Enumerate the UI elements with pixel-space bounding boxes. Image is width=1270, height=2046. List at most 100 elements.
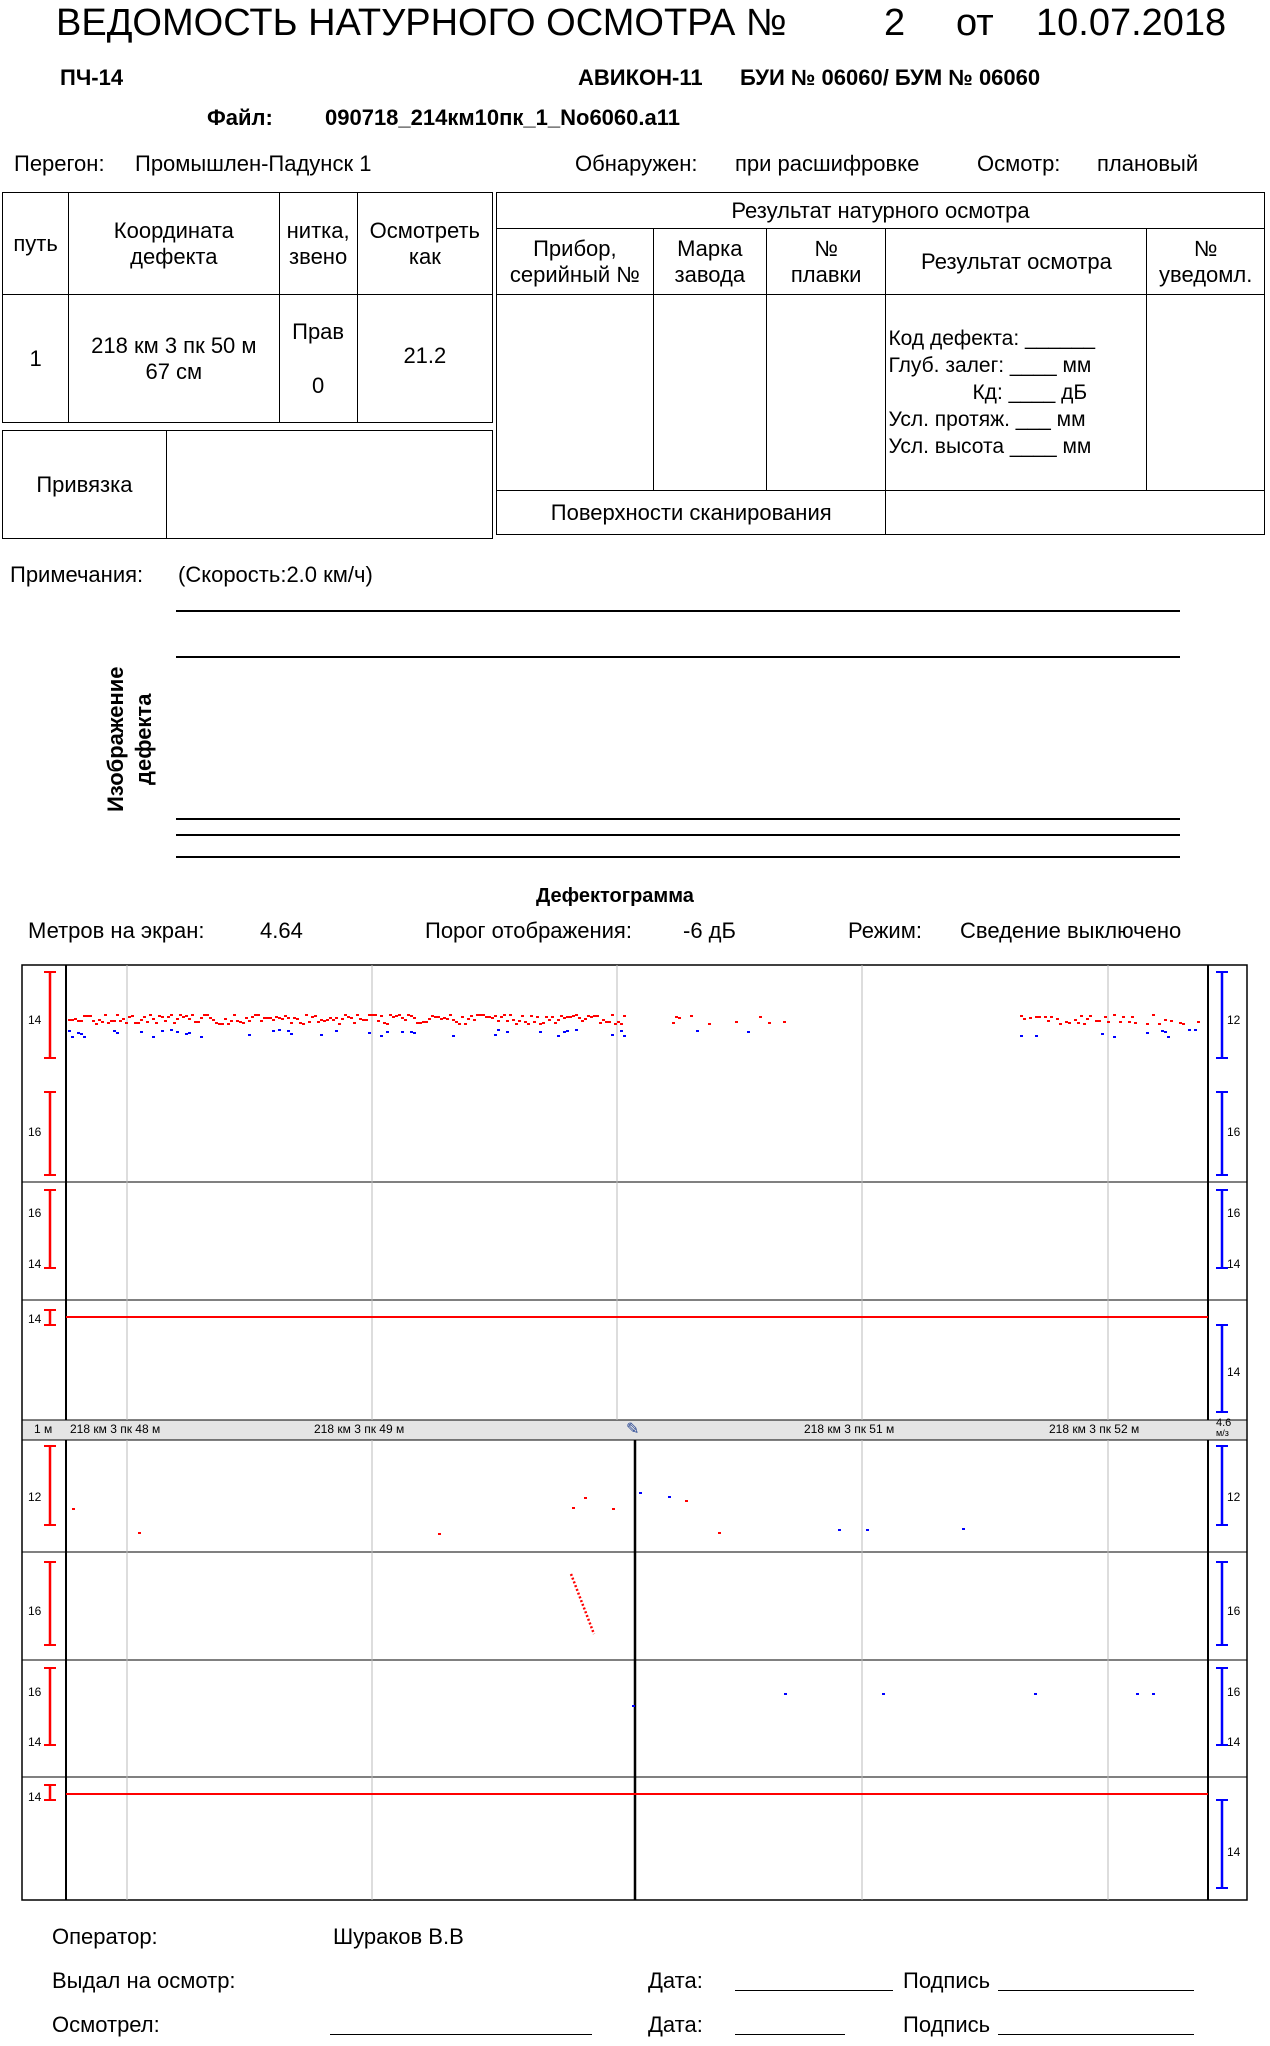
- signal-dot-red: [545, 1016, 548, 1018]
- signal-dot-red: [236, 1020, 239, 1022]
- inspection-label: Осмотр:: [977, 151, 1061, 176]
- surfaces-cell[interactable]: [885, 490, 1265, 535]
- signal-dot-red: [467, 1018, 470, 1020]
- signal-dot-red: [620, 1023, 623, 1025]
- surfaces-label: Поверхности сканирования: [495, 490, 887, 535]
- signal-dot-red: [672, 1022, 675, 1024]
- signal-dot-red: [110, 1020, 113, 1022]
- signal-dot-red: [68, 1019, 71, 1021]
- signal-dot-red: [323, 1020, 326, 1022]
- signal-dot-red: [479, 1014, 482, 1016]
- issued-label: Выдал на осмотр:: [52, 1968, 236, 1993]
- result-cell[interactable]: Код дефекта: ______ Глуб. залег: ____ мм…: [885, 294, 1148, 491]
- signal-dot-blue: [188, 1032, 191, 1034]
- signal-dot-red: [431, 1015, 434, 1017]
- signal-dot-blue: [1167, 1036, 1170, 1038]
- defect-code-line: Код дефекта: ______: [888, 327, 1096, 350]
- signal-dot-red: [500, 1016, 503, 1018]
- device-cell[interactable]: [496, 294, 654, 491]
- signal-dot-red: [254, 1014, 257, 1016]
- signal-dot-red: [413, 1017, 416, 1019]
- rail-value: Прав: [292, 318, 345, 344]
- signal-dot-red: [675, 1016, 678, 1018]
- signal-dot-red: [455, 1021, 458, 1023]
- signal-dot-blue: [170, 1029, 173, 1031]
- signal-dot-red: [260, 1020, 263, 1022]
- signal-dot-red: [1158, 1023, 1161, 1025]
- signal-dot-red: [191, 1014, 194, 1016]
- signal-dot-red: [176, 1018, 179, 1020]
- signal-dot-red: [122, 1018, 125, 1020]
- signal-dot-red: [599, 1022, 602, 1024]
- signal-dot-red: [1095, 1020, 1098, 1022]
- signal-dot-red: [278, 1017, 281, 1019]
- echo-point-blue-0: [639, 1492, 642, 1494]
- signal-dot-red: [512, 1019, 515, 1021]
- factory-cell[interactable]: [652, 294, 767, 491]
- signal-dot-red: [128, 1016, 131, 1018]
- signal-dot-blue: [152, 1036, 155, 1038]
- echo-point-blue-8: [1136, 1693, 1139, 1695]
- pencil-icon[interactable]: ✎: [626, 1421, 640, 1438]
- signal-dot-red: [86, 1015, 89, 1017]
- signal-dot-red: [623, 1015, 626, 1017]
- signal-dot-blue: [68, 1030, 71, 1032]
- echo-point-red-6: [685, 1500, 688, 1502]
- binding-value[interactable]: [165, 430, 494, 539]
- notes-line-5: [176, 856, 1180, 858]
- signal-dot-red: [678, 1017, 681, 1019]
- signal-dot-red: [410, 1015, 413, 1017]
- signal-dot-red: [434, 1016, 437, 1018]
- notice-cell[interactable]: [1146, 294, 1265, 491]
- signal-dot-red: [377, 1020, 380, 1022]
- signal-dot-red: [92, 1020, 95, 1022]
- issued-sign-field[interactable]: [998, 1990, 1194, 1991]
- signal-dot-red: [1050, 1016, 1053, 1018]
- signal-dot-red: [221, 1023, 224, 1025]
- signal-dot-red: [80, 1020, 83, 1022]
- echo-point-red-5: [612, 1508, 615, 1510]
- col-rail-header: нитка, звено: [278, 192, 358, 295]
- signal-dot-red: [563, 1017, 566, 1019]
- operator-label: Оператор:: [52, 1924, 158, 1949]
- signal-dot-red: [206, 1014, 209, 1016]
- signal-dot-red: [1047, 1020, 1050, 1022]
- signal-dot-red: [608, 1021, 611, 1023]
- tick-right-6: 12: [1227, 1490, 1241, 1504]
- signal-dot-red: [332, 1019, 335, 1021]
- signal-dot-red: [308, 1021, 311, 1023]
- signal-dot-blue: [185, 1033, 188, 1035]
- signal-dot-red: [690, 1015, 693, 1017]
- signal-dot-red: [386, 1023, 389, 1025]
- signal-dot-red: [554, 1022, 557, 1024]
- signal-dot-red: [284, 1015, 287, 1017]
- signal-dot-blue: [287, 1030, 290, 1032]
- signal-dot-blue: [335, 1030, 338, 1032]
- signal-dot-red: [233, 1014, 236, 1016]
- operator-value: Шураков В.В: [333, 1924, 464, 1949]
- peregon-label: Перегон:: [14, 151, 105, 176]
- signal-dot-red: [428, 1018, 431, 1020]
- issued-date-field[interactable]: [735, 1990, 893, 1991]
- signal-dot-blue: [83, 1036, 86, 1038]
- signal-dot-red: [371, 1014, 374, 1016]
- melt-cell[interactable]: [765, 294, 887, 491]
- signal-dot-red: [140, 1019, 143, 1021]
- tick-right-7: 16: [1227, 1604, 1241, 1618]
- binding-label: Привязка: [2, 430, 167, 539]
- notes-line-3: [176, 818, 1180, 820]
- inspected-date-field[interactable]: [735, 2034, 845, 2035]
- echo-point-red-3: [572, 1507, 575, 1509]
- echo-point-red-7: [718, 1532, 721, 1534]
- signal-dot-red: [1038, 1016, 1041, 1018]
- signal-dot-red: [590, 1016, 593, 1018]
- signal-dot-red: [347, 1016, 350, 1018]
- echo-point-blue-4: [962, 1528, 965, 1530]
- inspect-as-value: 21.2: [356, 294, 494, 423]
- signal-dot-red: [1131, 1016, 1134, 1018]
- inspected-name-field[interactable]: [330, 2034, 592, 2035]
- signal-dot-red: [305, 1014, 308, 1016]
- signal-dot-red: [1065, 1021, 1068, 1023]
- inspected-sign-field[interactable]: [998, 2034, 1194, 2035]
- echo-point-blue-9: [1152, 1693, 1155, 1695]
